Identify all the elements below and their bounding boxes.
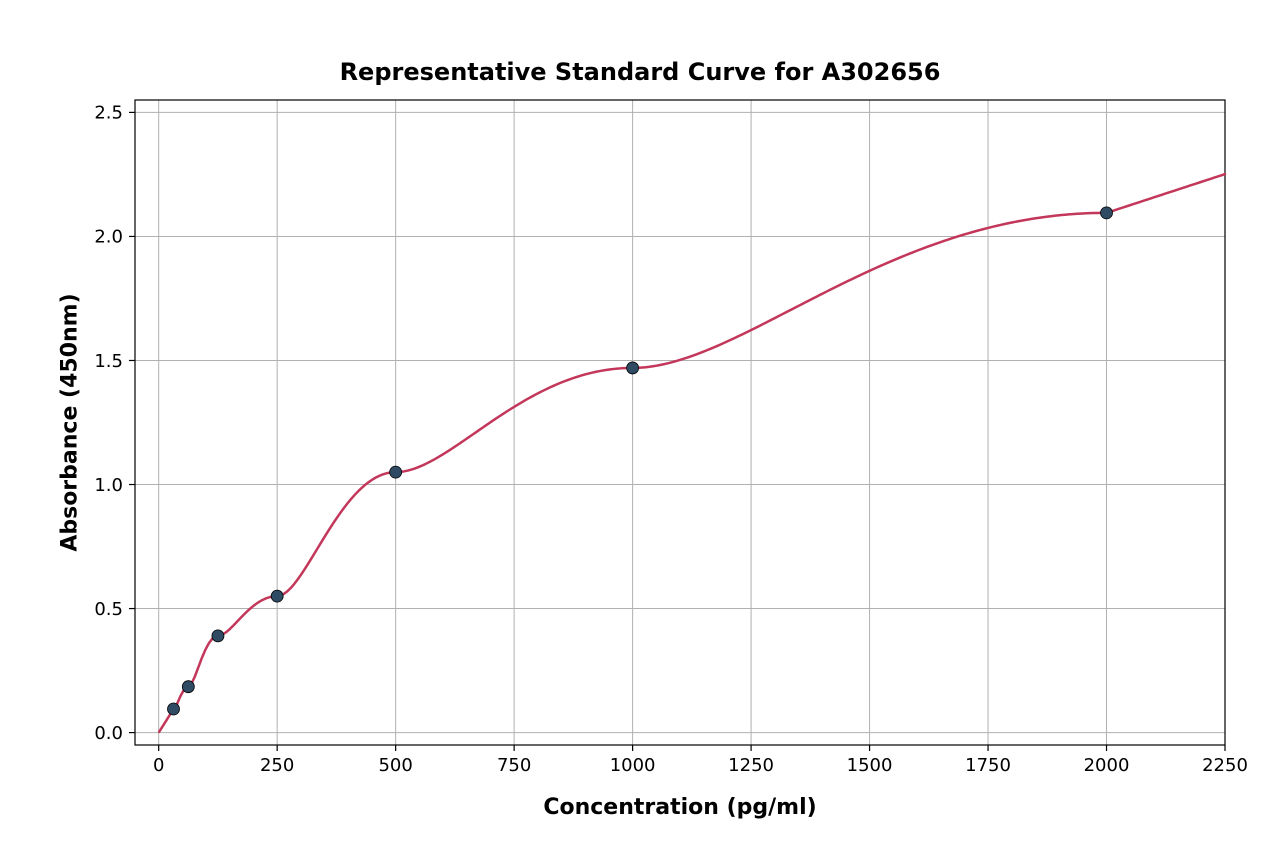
data-point xyxy=(627,362,639,374)
x-tick-label: 0 xyxy=(153,755,164,776)
x-tick-label: 1750 xyxy=(965,755,1011,776)
y-tick-label: 0.0 xyxy=(94,723,123,744)
x-tick-label: 500 xyxy=(378,755,412,776)
y-tick-label: 1.5 xyxy=(94,351,123,372)
y-tick-label: 0.5 xyxy=(94,599,123,620)
x-tick-label: 1000 xyxy=(610,755,656,776)
data-point xyxy=(212,630,224,642)
y-tick-label: 1.0 xyxy=(94,475,123,496)
data-point xyxy=(271,590,283,602)
data-point xyxy=(168,703,180,715)
plot-area: 0 250 500 750 1000 1250 1500 1750 2000 2250 0.0 0.5… xyxy=(0,0,1280,845)
data-point xyxy=(390,466,402,478)
x-tick-label: 1250 xyxy=(728,755,774,776)
x-tick-label: 750 xyxy=(497,755,531,776)
x-tick-label: 250 xyxy=(260,755,294,776)
x-tick-label: 2000 xyxy=(1084,755,1130,776)
x-tick-label: 1500 xyxy=(847,755,893,776)
y-tick-label: 2.0 xyxy=(94,227,123,248)
data-point xyxy=(1101,207,1113,219)
y-tick-label: 2.5 xyxy=(94,103,123,124)
x-tick-label: 2250 xyxy=(1202,755,1248,776)
data-point xyxy=(182,681,194,693)
figure: Representative Standard Curve for A30265… xyxy=(0,0,1280,845)
